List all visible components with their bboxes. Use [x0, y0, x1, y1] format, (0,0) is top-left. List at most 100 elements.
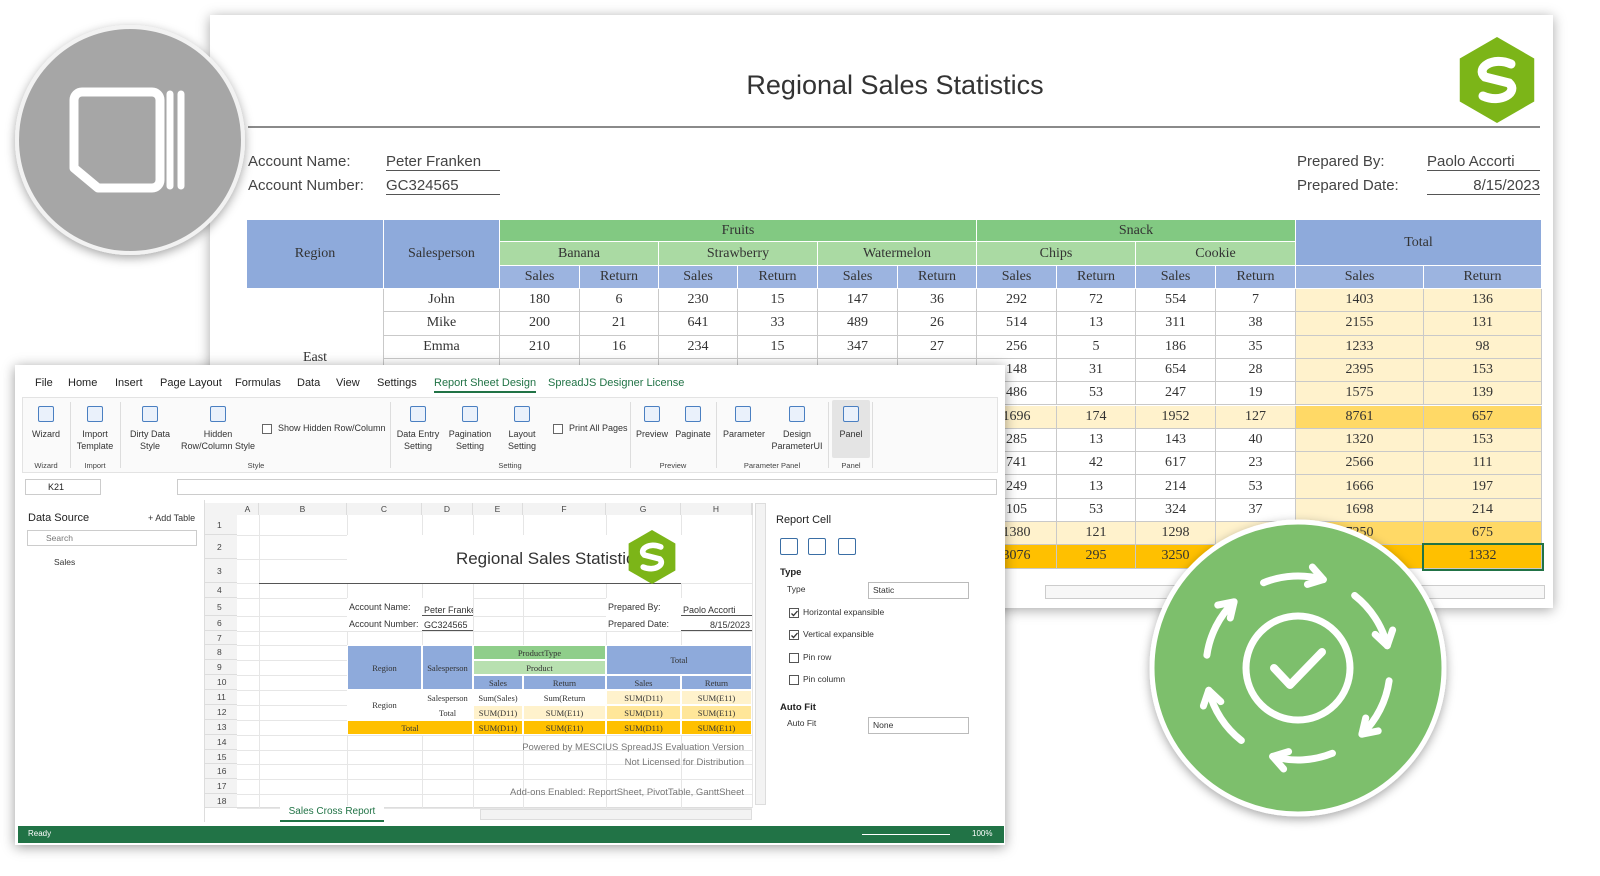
checkbox-label[interactable]: Horizontal expansible [803, 607, 885, 617]
row-header[interactable]: 17 [205, 779, 237, 794]
ribbon-button[interactable]: Design ParameterUI [771, 429, 823, 451]
sheet-cell[interactable]: ProductType [473, 645, 606, 660]
checkbox-label[interactable]: Pin row [803, 651, 832, 662]
sheet-cell[interactable]: Salesperson [422, 690, 473, 705]
ribbon-button[interactable]: Preview [635, 429, 668, 439]
checkbox[interactable] [262, 424, 272, 434]
sheet-cell[interactable]: SUM(E11) [523, 720, 606, 735]
ribbon-button[interactable]: Layout Setting [507, 429, 537, 451]
sheet-cell[interactable]: Peter Franken [422, 598, 473, 616]
sheet-cell[interactable]: Region [347, 690, 422, 720]
sheet-cell[interactable]: SUM(D11) [606, 690, 681, 705]
search-box[interactable]: Search [27, 530, 197, 546]
sheet-cell[interactable]: Return [681, 675, 752, 690]
sheet-cell[interactable]: SUM(E11) [523, 705, 606, 720]
sheet-cell[interactable]: SUM(E11) [681, 720, 752, 735]
checkbox-label[interactable]: Show Hidden Row/Column [278, 423, 386, 433]
column-header[interactable]: E [473, 503, 523, 515]
sheet-cell[interactable]: Total [347, 720, 473, 735]
checkbox[interactable] [553, 424, 563, 434]
ribbon-button[interactable]: Parameter [723, 429, 766, 439]
menu-tab[interactable]: Data [297, 377, 321, 389]
sheet-cell[interactable]: SUM(E11) [681, 690, 752, 705]
checkbox[interactable] [789, 630, 799, 641]
row-header[interactable]: 13 [205, 720, 237, 735]
column-header[interactable]: H [681, 503, 752, 515]
column-header[interactable]: B [259, 503, 347, 515]
ribbon-button[interactable]: Pagination Setting [448, 429, 492, 451]
sheet-cell[interactable]: SUM(D11) [606, 705, 681, 720]
menu-tab[interactable]: Settings [377, 377, 417, 389]
sheet-cell[interactable]: Product [473, 660, 606, 675]
sheet-cell[interactable]: SUM(D11) [606, 720, 681, 735]
menu-tab[interactable]: View [336, 377, 360, 389]
sheet-cell[interactable]: Account Name: [347, 598, 422, 616]
row-header[interactable]: 5 [205, 598, 237, 616]
sheet-cell[interactable]: SUM(D11) [473, 720, 523, 735]
row-header[interactable]: 14 [205, 735, 237, 750]
table-node[interactable]: Sales [54, 557, 76, 567]
sheet-cell[interactable]: Sales [606, 675, 681, 690]
sheet-cell[interactable]: Return [523, 675, 606, 690]
menu-tab[interactable]: File [35, 377, 53, 389]
panel-icon[interactable] [780, 538, 798, 555]
checkbox-label[interactable]: Print All Pages [569, 423, 628, 433]
ribbon-button[interactable]: Hidden Row/Column Style [180, 429, 256, 451]
panel-icon[interactable] [808, 538, 826, 555]
row-header[interactable]: 4 [205, 583, 237, 598]
panel-icon[interactable] [838, 538, 856, 555]
add-table[interactable]: + Add Table [148, 513, 196, 523]
sheet-cell[interactable]: Account Number: [347, 616, 422, 631]
ribbon-button[interactable]: Paginate [675, 429, 711, 439]
vertical-scrollbar[interactable] [755, 503, 766, 805]
row-header[interactable]: 2 [205, 535, 237, 559]
name-box[interactable]: K21 [25, 479, 101, 495]
column-header[interactable]: F [523, 503, 606, 515]
row-header[interactable]: 8 [205, 645, 237, 660]
row-header[interactable]: 15 [205, 750, 237, 764]
column-header[interactable]: A [237, 503, 259, 515]
checkbox[interactable] [789, 652, 799, 663]
menu-tab[interactable]: SpreadJS Designer License [548, 377, 685, 389]
sheet-cell[interactable]: Prepared By: [606, 598, 681, 616]
select[interactable]: Static [868, 582, 969, 599]
sheet-cell[interactable]: Salesperson [422, 645, 473, 690]
row-header[interactable]: 10 [205, 675, 237, 690]
ribbon-button[interactable]: Data Entry Setting [396, 429, 440, 451]
menu-tab[interactable]: Insert [115, 377, 143, 389]
row-header[interactable]: 9 [205, 660, 237, 675]
menu-tab[interactable]: Formulas [235, 377, 281, 389]
row-header[interactable]: 16 [205, 764, 237, 779]
row-header[interactable]: 3 [205, 559, 237, 583]
sheet-cell[interactable]: SUM(E11) [681, 705, 752, 720]
horizontal-scrollbar[interactable] [480, 809, 752, 820]
column-header[interactable]: D [422, 503, 473, 515]
row-header[interactable]: 7 [205, 631, 237, 645]
menu-tab[interactable]: Report Sheet Design [434, 377, 537, 393]
row-header[interactable]: 6 [205, 616, 237, 631]
sheet-cell[interactable]: Sum(Sales) [473, 690, 523, 705]
menu-tab[interactable]: Page Layout [160, 377, 222, 389]
checkbox-label[interactable]: Vertical expansible [803, 629, 874, 640]
formula-input[interactable] [177, 479, 997, 495]
column-header[interactable]: G [606, 503, 681, 515]
checkbox-label[interactable]: Pin column [803, 673, 846, 684]
sheet-cell[interactable]: Sales [473, 675, 523, 690]
sheet-cell[interactable]: Paolo Accorti [681, 598, 752, 616]
menu-tab[interactable]: Home [68, 377, 98, 389]
row-header[interactable]: 1 [205, 515, 237, 535]
sheet-cell[interactable]: GC324565 [422, 616, 473, 631]
ribbon-button[interactable]: Import Template [76, 429, 114, 451]
ribbon-button[interactable]: Panel [839, 429, 863, 439]
row-header[interactable]: 18 [205, 794, 237, 808]
sheet-cell[interactable]: Region [347, 645, 422, 690]
sheet-tab[interactable]: Sales Cross Report [280, 806, 384, 822]
select[interactable]: None [868, 717, 969, 734]
row-header[interactable]: 11 [205, 690, 237, 705]
sheet-cell[interactable]: 8/15/2023 [681, 616, 752, 631]
checkbox[interactable] [789, 674, 799, 685]
sheet-cell[interactable]: Prepared Date: [606, 616, 681, 631]
sheet-cell[interactable]: Total [422, 705, 473, 720]
checkbox[interactable] [789, 608, 799, 618]
ribbon-button[interactable]: Dirty Data Style [129, 429, 170, 451]
